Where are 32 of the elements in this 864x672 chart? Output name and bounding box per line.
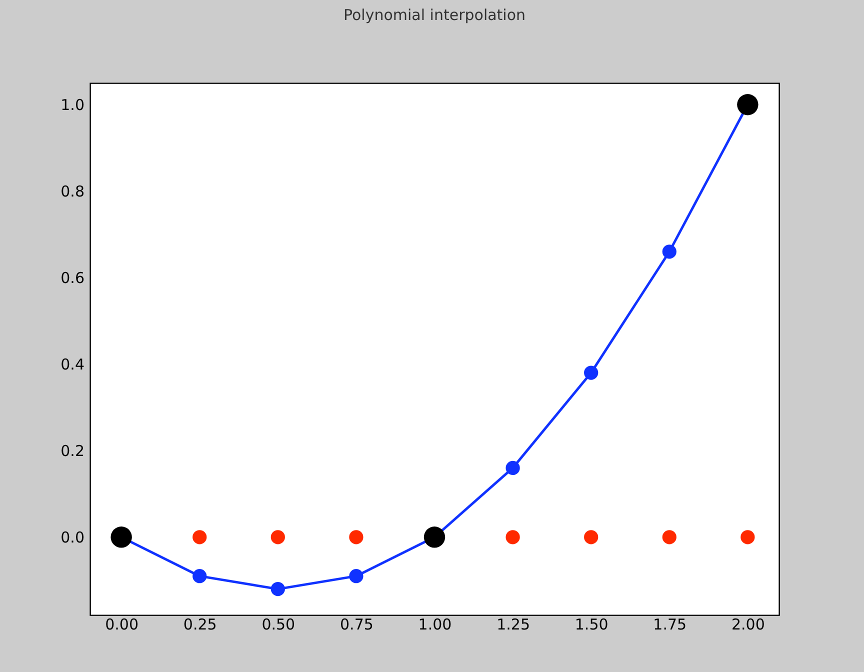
point [270, 582, 285, 596]
point [349, 530, 364, 544]
point [662, 244, 676, 259]
y-tick-label: 0.2 [60, 442, 84, 460]
point [192, 530, 207, 544]
point [737, 94, 758, 116]
x-tick-label: 0.50 [262, 616, 296, 634]
y-tick-label: 0.0 [60, 528, 84, 547]
point [110, 526, 132, 548]
point [506, 530, 520, 544]
x-tick-label: 1.50 [574, 616, 608, 634]
point [192, 569, 207, 584]
point [424, 526, 446, 548]
point [662, 530, 676, 544]
x-tick-label: 1.00 [418, 616, 452, 634]
point [506, 460, 520, 475]
x-tick-label: 2.00 [731, 616, 765, 634]
y-tick-label: 1.0 [60, 96, 84, 114]
point [584, 366, 598, 380]
x-tick-label: 0.75 [340, 616, 374, 634]
y-tick-label: 0.6 [60, 269, 84, 288]
x-tick-label: 0.00 [105, 616, 139, 634]
x-tick-label: 1.75 [653, 616, 687, 634]
point [270, 530, 285, 544]
point [349, 569, 364, 584]
y-tick-label: 0.8 [60, 182, 84, 201]
x-tick-label: 1.25 [496, 616, 530, 634]
point [740, 530, 755, 544]
chart-title: Polynomial interpolation [343, 6, 526, 24]
x-tick-label: 0.25 [183, 616, 217, 634]
point [584, 530, 598, 544]
y-tick-label: 0.4 [60, 356, 84, 374]
